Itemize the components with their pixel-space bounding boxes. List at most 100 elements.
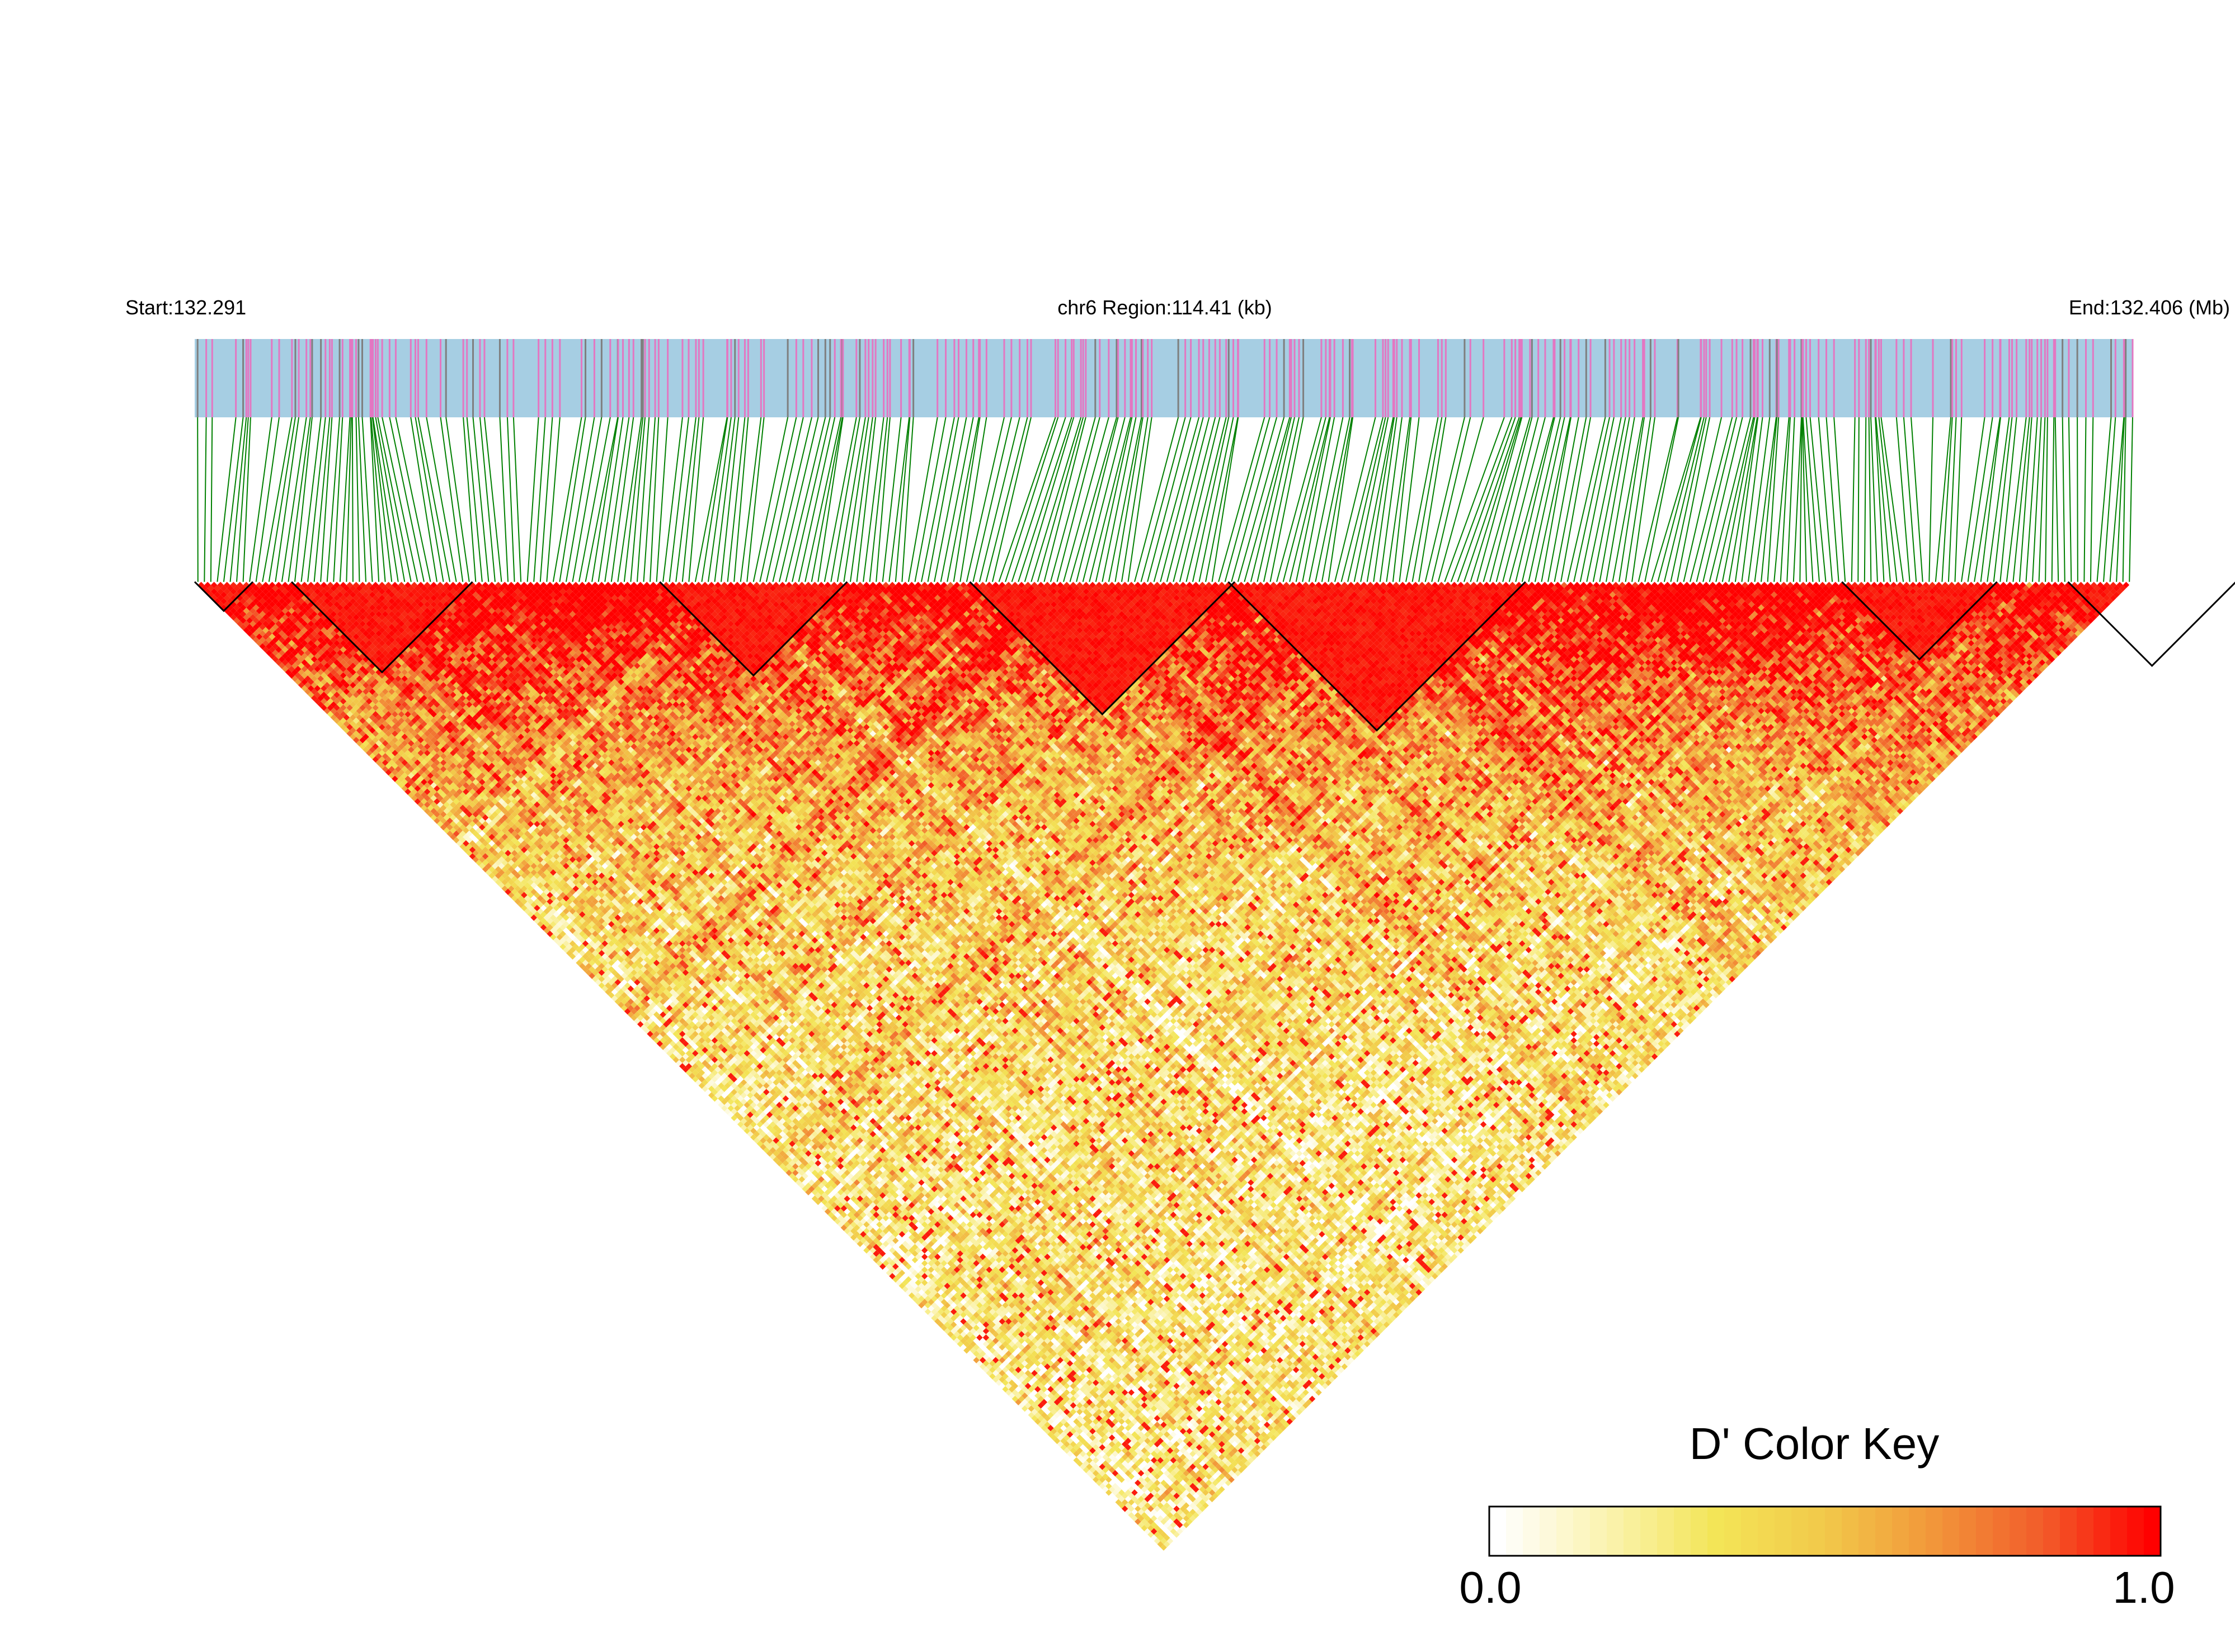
- ld-cell: [421, 798, 427, 805]
- snp-connector: [972, 417, 1012, 582]
- ld-cell: [239, 617, 247, 624]
- ld-cell: [915, 1298, 921, 1306]
- ld-cell: [689, 1072, 695, 1080]
- snp-tick: [338, 339, 341, 417]
- snp-tick: [726, 339, 728, 417]
- snp-tick: [445, 339, 447, 417]
- ld-cell: [488, 866, 495, 873]
- snp-connector: [1153, 417, 1200, 582]
- snp-tick: [414, 339, 416, 417]
- ld-cell: [766, 1150, 773, 1157]
- ld-cell: [337, 714, 344, 721]
- snp-tick: [1269, 339, 1271, 417]
- snp-tick: [1019, 339, 1021, 417]
- ld-cell: [982, 1366, 990, 1373]
- snp-connector: [1541, 417, 1571, 582]
- snp-tick: [341, 339, 344, 417]
- snp-tick: [1437, 339, 1439, 417]
- ld-cell: [327, 710, 334, 718]
- snp-tick: [1135, 339, 1137, 417]
- snp-tick: [1613, 339, 1615, 417]
- ld-cell: [472, 850, 479, 856]
- ld-cell: [330, 714, 337, 721]
- snp-connector: [1767, 417, 1780, 582]
- ld-cell: [601, 985, 608, 992]
- snp-connector: [2083, 417, 2087, 582]
- snp-tick: [309, 339, 312, 417]
- snp-tick: [311, 339, 313, 417]
- ld-cell: [789, 1173, 796, 1180]
- ld-cell: [392, 775, 398, 782]
- snp-connector: [1875, 417, 1891, 582]
- snp-tick: [1805, 339, 1807, 417]
- ld-cell: [685, 1069, 693, 1076]
- snp-connector: [2103, 417, 2116, 582]
- snp-tick: [842, 339, 844, 417]
- snp-connector: [2062, 417, 2065, 582]
- ld-cell: [1115, 1499, 1122, 1506]
- snp-tick: [985, 339, 987, 417]
- ld-cell: [291, 669, 298, 676]
- ld-cell: [424, 801, 431, 808]
- snp-tick: [1288, 339, 1291, 417]
- ld-cell: [511, 888, 518, 896]
- snp-connector: [1586, 417, 1622, 582]
- ld-cell: [837, 1221, 844, 1228]
- snp-connector: [1696, 417, 1738, 582]
- snp-tick: [2054, 339, 2057, 417]
- snp-tick: [1055, 339, 1057, 417]
- snp-connector: [1379, 417, 1403, 582]
- snp-connector: [1302, 417, 1335, 582]
- snp-tick: [1825, 339, 1828, 417]
- snp-connector: [1809, 417, 1827, 582]
- snp-connector: [1018, 417, 1072, 582]
- snp-tick: [2025, 339, 2027, 417]
- ld-cell: [427, 804, 434, 811]
- ld-cell: [404, 782, 411, 789]
- snp-tick: [1283, 339, 1285, 417]
- snp-connector: [1903, 417, 1917, 582]
- ld-cell: [556, 934, 563, 940]
- ld-cell: [547, 930, 553, 938]
- snp-connector: [2012, 417, 2030, 582]
- snp-connector: [1011, 417, 1066, 582]
- snp-connector: [2109, 417, 2125, 582]
- ld-cell: [802, 1185, 808, 1193]
- region-end-label: End:132.406 (Mb): [2069, 296, 2230, 319]
- ld-cell: [485, 863, 492, 869]
- snp-connector: [223, 417, 244, 582]
- snp-tick: [305, 339, 308, 417]
- snp-tick: [1320, 339, 1323, 417]
- ld-cell: [469, 846, 476, 853]
- ld-cell: [537, 914, 544, 921]
- snp-connector: [1250, 417, 1292, 582]
- snp-tick: [1225, 339, 1227, 417]
- snp-tick: [1589, 339, 1592, 417]
- ld-cell: [369, 752, 376, 760]
- snp-tick: [1519, 339, 1522, 417]
- ld-cell: [866, 1250, 873, 1257]
- ld-cell: [824, 1208, 831, 1215]
- snp-connector: [1754, 417, 1777, 582]
- snp-tick: [1802, 339, 1804, 417]
- snp-connector: [533, 417, 546, 582]
- snp-tick: [355, 339, 357, 417]
- ld-cell: [1057, 1441, 1064, 1448]
- ld-cell: [394, 779, 402, 785]
- ld-cell: [869, 1253, 877, 1260]
- ld-cell: [844, 1227, 850, 1235]
- snp-connector: [1211, 417, 1239, 582]
- ld-cell: [385, 769, 392, 776]
- ld-cell: [734, 1118, 741, 1124]
- ld-cell: [252, 630, 260, 637]
- snp-tick: [1878, 339, 1880, 417]
- snp-connector: [1321, 417, 1353, 582]
- snp-tick: [1418, 339, 1420, 417]
- ld-cell: [718, 1095, 724, 1102]
- snp-tick: [245, 339, 247, 417]
- snp-connector: [1579, 417, 1615, 582]
- snp-tick: [1325, 339, 1327, 417]
- snp-connector: [1987, 417, 2010, 582]
- snp-connector: [830, 417, 860, 582]
- snp-connector: [1612, 417, 1644, 582]
